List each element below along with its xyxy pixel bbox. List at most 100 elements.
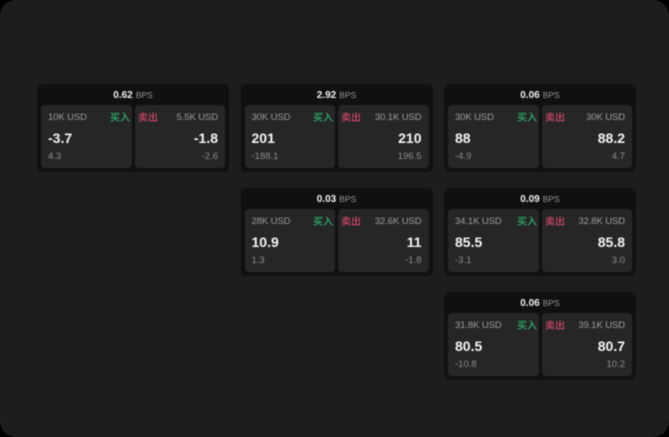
sell-top-row: 32.8K USD	[545, 215, 625, 227]
sell-delta: 4.7	[611, 151, 625, 162]
quote-card: 0.06 BPS 30K USD 88 -4.9 30K USD 88.2 4.7	[444, 84, 636, 172]
buy-quote-panel[interactable]: 30K USD 201 -188.1	[244, 105, 335, 168]
bps-unit-label: BPS	[542, 90, 560, 100]
sell-amount: 5.5K USD	[176, 111, 219, 123]
buy-delta: -10.8	[455, 359, 477, 370]
sell-top-row: 39.1K USD	[545, 319, 625, 331]
bps-unit-label: BPS	[542, 298, 560, 308]
buy-price: -3.7	[48, 130, 73, 146]
buy-amount: 28K USD	[251, 215, 291, 227]
bps-value: 0.06	[520, 298, 540, 309]
buy-delta: -188.1	[251, 151, 279, 162]
card-body: 28K USD 10.9 1.3 32.6K USD 11 -1.8	[244, 209, 429, 272]
sell-delta: -1.8	[405, 255, 422, 266]
quote-card: 0.09 BPS 34.1K USD 85.5 -3.1 32.8K USD 85…	[444, 188, 636, 276]
sell-side-label	[138, 111, 157, 122]
sell-side-label	[545, 319, 564, 330]
buy-price: 80.5	[455, 338, 483, 354]
bps-unit-label: BPS	[339, 194, 357, 204]
sell-quote-panel[interactable]: 32.8K USD 85.8 3.0	[541, 209, 632, 272]
card-header: 0.09 BPS	[444, 188, 636, 209]
bps-value: 2.92	[316, 90, 337, 101]
buy-price: 88	[455, 130, 471, 146]
sell-amount: 30.1K USD	[374, 111, 422, 123]
buy-side-label	[516, 320, 537, 330]
bps-unit-label: BPS	[339, 90, 357, 100]
buy-top-row: 30K USD	[251, 111, 333, 123]
sell-price: 210	[398, 130, 422, 146]
card-body: 34.1K USD 85.5 -3.1 32.8K USD 85.8 3.0	[448, 209, 632, 272]
sell-quote-panel[interactable]: 39.1K USD 80.7 10.2	[541, 313, 632, 376]
buy-amount: 30K USD	[455, 111, 494, 123]
sell-amount: 32.6K USD	[374, 215, 422, 227]
buy-top-row: 34.1K USD	[455, 215, 537, 227]
quote-grid: 0.62 BPS 10K USD -3.7 4.3 5.5K USD -1.8 -…	[37, 84, 636, 380]
buy-quote-panel[interactable]: 34.1K USD 85.5 -3.1	[448, 209, 539, 272]
card-body: 10K USD -3.7 4.3 5.5K USD -1.8 -2.6	[41, 105, 225, 168]
quote-card: 0.62 BPS 10K USD -3.7 4.3 5.5K USD -1.8 -…	[37, 84, 229, 172]
sell-price: 85.8	[597, 234, 625, 250]
sell-delta: 3.0	[611, 255, 625, 266]
bps-value: 0.62	[113, 90, 133, 101]
buy-top-row: 28K USD	[251, 215, 333, 227]
sell-side-label	[341, 111, 361, 122]
sell-side-label	[341, 215, 361, 226]
buy-top-row: 31.8K USD	[455, 319, 537, 331]
buy-top-row: 30K USD	[455, 111, 537, 123]
buy-side-label	[109, 112, 130, 122]
card-body: 30K USD 88 -4.9 30K USD 88.2 4.7	[448, 105, 632, 168]
bps-unit-label: BPS	[542, 194, 560, 204]
quote-card: 0.06 BPS 31.8K USD 80.5 -10.8 39.1K USD 8…	[444, 292, 636, 380]
buy-amount: 31.8K USD	[455, 319, 502, 331]
sell-amount: 32.8K USD	[578, 215, 625, 227]
buy-side-label	[516, 216, 537, 226]
card-header: 0.06 BPS	[444, 84, 636, 105]
sell-top-row: 30.1K USD	[341, 111, 422, 123]
card-header: 0.62 BPS	[37, 84, 229, 105]
card-header: 0.06 BPS	[444, 292, 636, 313]
sell-price: 88.2	[597, 130, 625, 146]
quote-card: 2.92 BPS 30K USD 201 -188.1 30.1K USD 210…	[240, 84, 433, 172]
sell-price: 80.7	[597, 338, 625, 354]
buy-side-label	[313, 112, 333, 122]
buy-delta: 1.3	[251, 255, 265, 266]
bps-value: 0.09	[520, 194, 540, 205]
sell-top-row: 5.5K USD	[138, 111, 219, 123]
buy-side-label	[516, 112, 537, 122]
buy-quote-panel[interactable]: 28K USD 10.9 1.3	[244, 209, 335, 272]
sell-price: -1.8	[193, 130, 218, 146]
sell-top-row: 32.6K USD	[341, 215, 422, 227]
sell-price: 11	[406, 234, 422, 250]
card-body: 31.8K USD 80.5 -10.8 39.1K USD 80.7 10.2	[448, 313, 632, 376]
buy-quote-panel[interactable]: 31.8K USD 80.5 -10.8	[448, 313, 539, 376]
buy-delta: -4.9	[455, 151, 472, 162]
sell-amount: 30K USD	[586, 111, 625, 123]
bps-value: 0.03	[316, 194, 337, 205]
buy-delta: 4.3	[48, 151, 62, 162]
bps-value: 0.06	[520, 90, 540, 101]
sell-quote-panel[interactable]: 32.6K USD 11 -1.8	[338, 209, 429, 272]
buy-amount: 34.1K USD	[455, 215, 502, 227]
quote-card: 0.03 BPS 28K USD 10.9 1.3 32.6K USD 11 -1…	[240, 188, 433, 276]
buy-amount: 30K USD	[251, 111, 291, 123]
buy-amount: 10K USD	[48, 111, 87, 123]
buy-quote-panel[interactable]: 30K USD 88 -4.9	[448, 105, 539, 168]
sell-top-row: 30K USD	[545, 111, 625, 123]
sell-delta: 196.5	[397, 151, 422, 162]
buy-quote-panel[interactable]: 10K USD -3.7 4.3	[41, 105, 132, 168]
bps-unit-label: BPS	[135, 90, 153, 100]
buy-price: 85.5	[455, 234, 483, 250]
sell-quote-panel[interactable]: 5.5K USD -1.8 -2.6	[134, 105, 225, 168]
buy-side-label	[313, 216, 333, 226]
sell-quote-panel[interactable]: 30.1K USD 210 196.5	[338, 105, 429, 168]
sell-delta: 10.2	[606, 359, 626, 370]
sell-side-label	[545, 215, 564, 226]
sell-quote-panel[interactable]: 30K USD 88.2 4.7	[541, 105, 632, 168]
card-body: 30K USD 201 -188.1 30.1K USD 210 196.5	[244, 105, 429, 168]
card-header: 2.92 BPS	[241, 84, 433, 105]
buy-top-row: 10K USD	[48, 111, 130, 123]
sell-side-label	[545, 111, 564, 122]
sell-amount: 39.1K USD	[578, 319, 625, 331]
buy-price: 201	[251, 130, 275, 146]
